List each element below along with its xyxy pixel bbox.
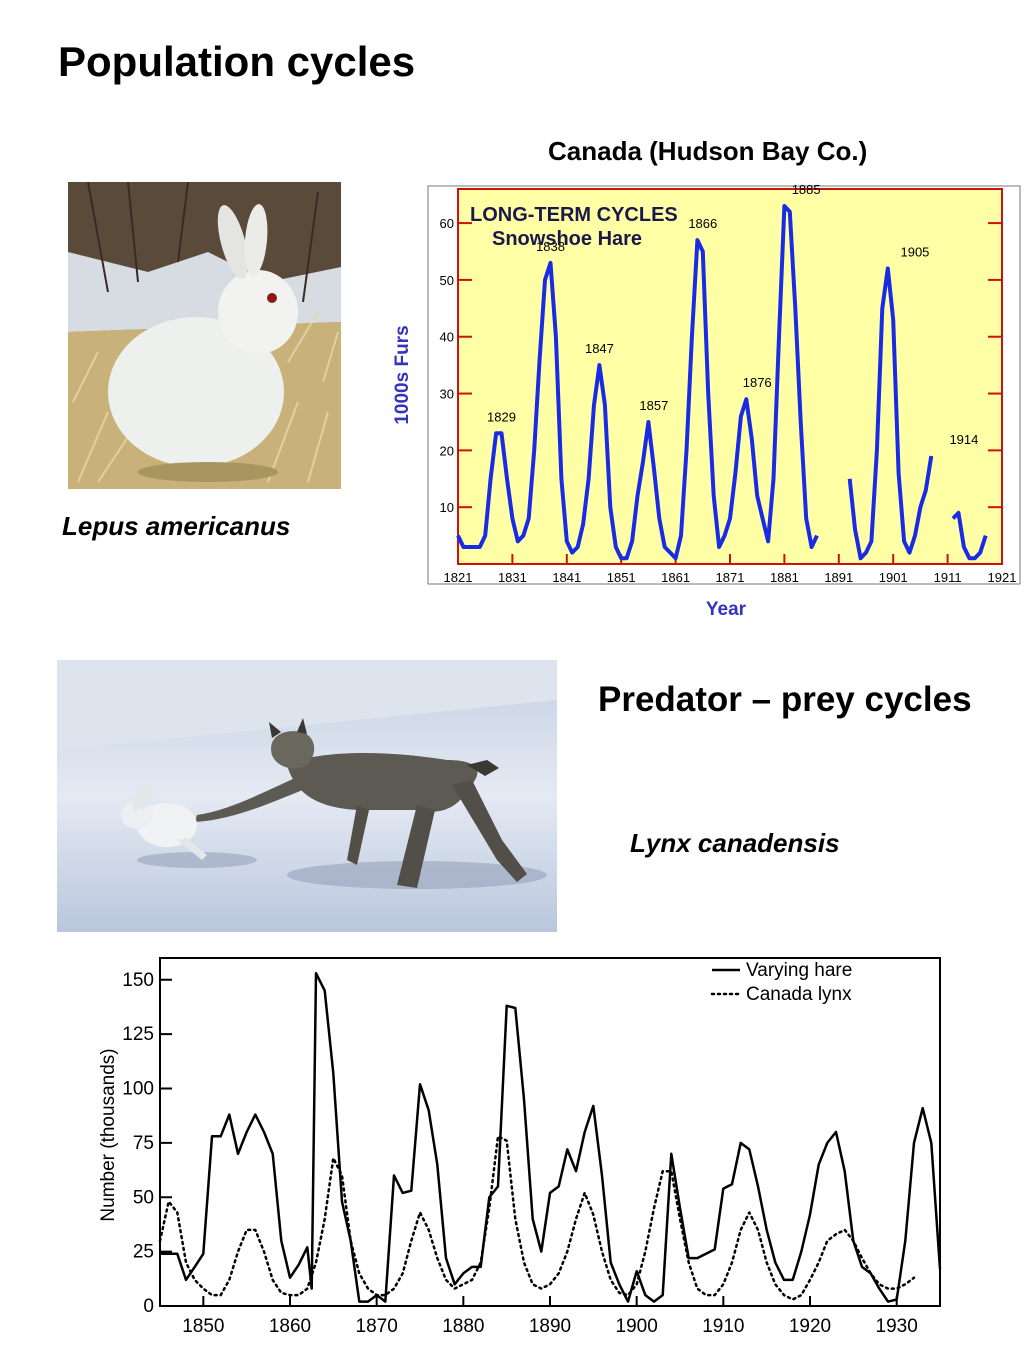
chart1-peak-label: 1857 [639,398,668,413]
chart1-peak-label: 1914 [949,432,978,447]
chart1-xlabel: Year [706,599,747,620]
chart2-xtick-label: 1920 [789,1316,831,1337]
chart2-xtick-label: 1870 [356,1316,398,1337]
chart2-legend-label: Varying hare [746,960,852,981]
chart1-subtitle: Snowshoe Hare [492,228,642,250]
chart2-xtick-label: 1860 [269,1316,311,1337]
chart2-xtick-label: 1910 [702,1316,744,1337]
predator-prey-chart: 0 25 50 75 100 125 150 1850 1860 1870 1880 1890 190… [98,957,942,1337]
chart2-ytick-label: 150 [122,970,154,991]
chart2-xtick-label: 1850 [182,1316,224,1337]
chart1-title: LONG-TERM CYCLES [470,204,678,226]
chart2-xtick-label: 1880 [442,1316,484,1337]
chart1-ytick-label: 40 [440,330,454,345]
chart1-hare-line-segment [951,510,988,561]
snowshoe-hare-illustration [68,182,341,489]
snowshoe-hare-photo [68,182,341,489]
chart2-ytick-label: 100 [122,1079,154,1100]
chart2-ytick-label: 50 [133,1187,154,1208]
predator-prey-title: Predator – prey cycles [598,680,972,719]
chart1-plot-area [457,188,1003,565]
lynx-species-label: Lynx canadensis [630,828,840,858]
chart1-xtick-label: 1861 [661,570,690,585]
chart1-ytick-label: 20 [440,443,454,458]
chart2-ytick-label: 125 [122,1024,154,1045]
chart2-ytick-label: 0 [143,1296,154,1317]
chart2-ylabel: Number (thousands) [98,1048,119,1221]
chart1-ytick-label: 30 [440,387,454,402]
chart1-xtick-label: 1891 [824,570,853,585]
chart1-xtick-label: 1871 [716,570,745,585]
lynx-chasing-hare-photo [57,660,557,932]
chart1-xtick-label: 1911 [934,570,962,585]
chart1-hare-line-segment [456,204,819,561]
hare-species-label: Lepus americanus [62,511,291,541]
chart1-xtick-label: 1851 [607,570,636,585]
chart1-peak-label: 1838 [536,239,565,254]
hudson-caption: Canada (Hudson Bay Co.) [548,136,868,166]
chart1-ytick-label: 60 [440,216,454,231]
chart1-xtick-label: 1821 [444,570,473,585]
page-title: Population cycles [58,38,416,85]
chart1-ytick-label: 10 [440,500,454,515]
chart2-xtick-label: 1890 [529,1316,571,1337]
chart1-xtick-label: 1921 [988,570,1017,585]
chart1-peak-label: 1829 [487,409,516,424]
chart1-ytick-label: 50 [440,273,454,288]
chart2-ytick-label: 25 [133,1242,154,1263]
chart1-peak-label: 1876 [743,375,772,390]
chart2-hare-line [160,971,942,1303]
chart1-peak-label: 1885 [792,182,821,197]
chart2-lynx-line [158,1135,916,1301]
chart1-peak-label: 1847 [585,341,614,356]
chart2-xtick-label: 1900 [616,1316,658,1337]
chart2-xtick-label: 1930 [876,1316,918,1337]
chart1-xtick-label: 1841 [552,570,581,585]
chart1-peak-label: 1866 [688,216,717,231]
lynx-illustration [57,660,557,932]
chart2-legend-label: Canada lynx [746,984,852,1005]
chart1-ylabel: 1000s Furs [392,325,413,424]
chart1-xtick-label: 1831 [498,570,527,585]
chart1-xtick-label: 1881 [770,570,799,585]
chart1-xtick-label: 1901 [879,570,908,585]
hudson-bay-chart: 10 20 30 40 50 60 1821 1831 1841 1851 1861 1871 188… [392,182,1021,620]
chart2-ytick-label: 75 [133,1133,154,1154]
chart1-peak-label: 1905 [900,245,929,260]
chart1-hare-line-segment [847,266,934,561]
